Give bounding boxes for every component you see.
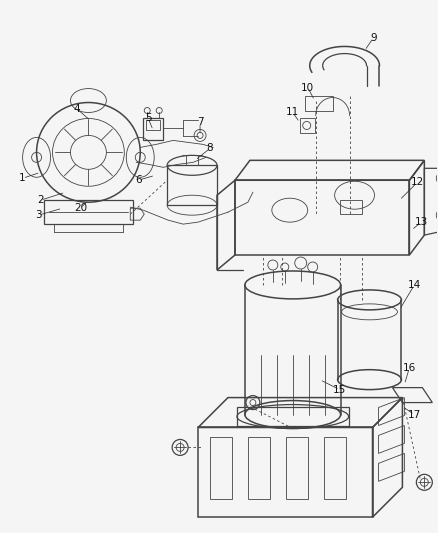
Text: 8: 8 — [207, 143, 213, 154]
Text: 13: 13 — [415, 217, 428, 227]
Text: 12: 12 — [411, 177, 424, 187]
Text: 3: 3 — [35, 210, 42, 220]
Text: 20: 20 — [74, 203, 87, 213]
Text: 14: 14 — [408, 280, 421, 290]
Text: 15: 15 — [333, 385, 346, 394]
Text: 17: 17 — [408, 409, 421, 419]
Text: 6: 6 — [135, 175, 141, 185]
Text: 11: 11 — [286, 108, 300, 117]
Bar — [324, 438, 346, 499]
Bar — [305, 95, 332, 111]
Text: 5: 5 — [145, 114, 152, 124]
Text: 1: 1 — [19, 173, 26, 183]
Text: 7: 7 — [197, 117, 203, 127]
Text: 2: 2 — [37, 195, 44, 205]
Bar — [146, 120, 160, 131]
Bar — [339, 200, 361, 214]
Bar — [248, 438, 270, 499]
Text: 9: 9 — [370, 33, 377, 43]
Bar — [210, 438, 232, 499]
Text: 4: 4 — [73, 103, 80, 114]
Text: 10: 10 — [301, 83, 314, 93]
Bar — [286, 438, 308, 499]
Bar — [143, 118, 163, 140]
Bar — [300, 118, 314, 133]
Text: 16: 16 — [403, 362, 416, 373]
